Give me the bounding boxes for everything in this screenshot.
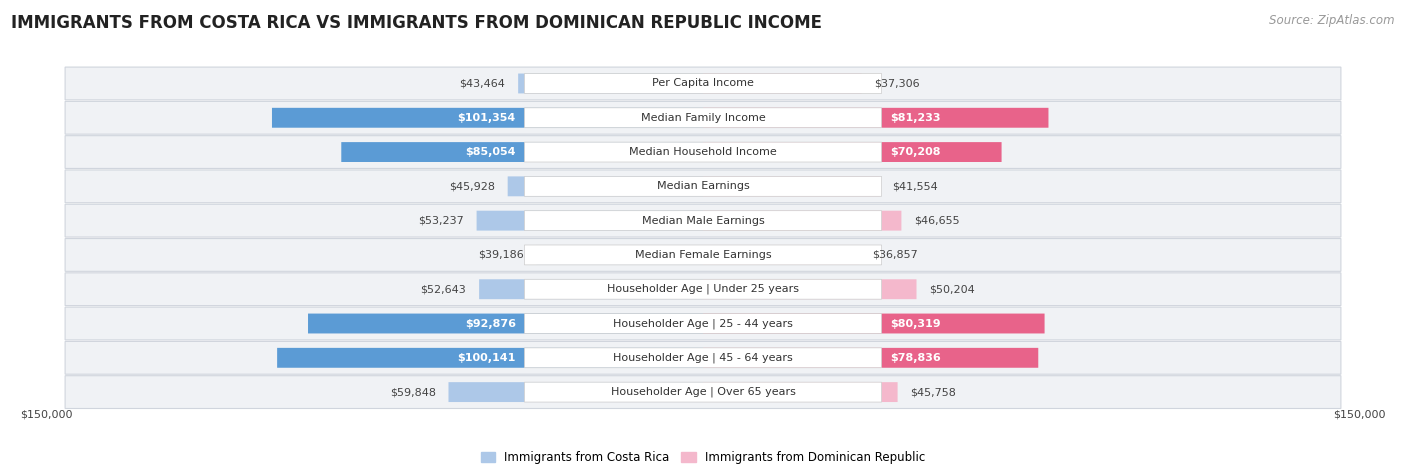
Text: $81,233: $81,233 [890, 113, 941, 123]
FancyBboxPatch shape [703, 245, 859, 265]
FancyBboxPatch shape [342, 142, 703, 162]
Text: $100,141: $100,141 [457, 353, 516, 363]
FancyBboxPatch shape [479, 279, 703, 299]
Text: Median Female Earnings: Median Female Earnings [634, 250, 772, 260]
Text: $45,758: $45,758 [910, 387, 956, 397]
FancyBboxPatch shape [271, 108, 703, 127]
FancyBboxPatch shape [65, 376, 1341, 409]
Text: Median Earnings: Median Earnings [657, 181, 749, 191]
FancyBboxPatch shape [477, 211, 703, 231]
FancyBboxPatch shape [703, 382, 897, 402]
Text: $101,354: $101,354 [457, 113, 516, 123]
Text: $150,000: $150,000 [1333, 410, 1385, 420]
FancyBboxPatch shape [65, 341, 1341, 374]
Text: Householder Age | Over 65 years: Householder Age | Over 65 years [610, 387, 796, 397]
FancyBboxPatch shape [524, 108, 882, 127]
Text: Per Capita Income: Per Capita Income [652, 78, 754, 88]
Text: $53,237: $53,237 [418, 216, 464, 226]
FancyBboxPatch shape [65, 101, 1341, 134]
Text: $50,204: $50,204 [929, 284, 974, 294]
FancyBboxPatch shape [524, 245, 882, 265]
FancyBboxPatch shape [277, 348, 703, 368]
Text: $85,054: $85,054 [465, 147, 516, 157]
Legend: Immigrants from Costa Rica, Immigrants from Dominican Republic: Immigrants from Costa Rica, Immigrants f… [477, 446, 929, 467]
Text: $37,306: $37,306 [875, 78, 920, 88]
FancyBboxPatch shape [65, 67, 1341, 100]
FancyBboxPatch shape [524, 177, 882, 196]
FancyBboxPatch shape [703, 279, 917, 299]
Text: Median Family Income: Median Family Income [641, 113, 765, 123]
Text: Householder Age | 45 - 64 years: Householder Age | 45 - 64 years [613, 353, 793, 363]
FancyBboxPatch shape [65, 204, 1341, 237]
FancyBboxPatch shape [524, 73, 882, 93]
FancyBboxPatch shape [524, 279, 882, 299]
Text: $39,186: $39,186 [478, 250, 523, 260]
FancyBboxPatch shape [703, 73, 862, 93]
FancyBboxPatch shape [449, 382, 703, 402]
FancyBboxPatch shape [524, 348, 882, 368]
FancyBboxPatch shape [536, 245, 703, 265]
Text: $45,928: $45,928 [449, 181, 495, 191]
FancyBboxPatch shape [703, 348, 1038, 368]
Text: $59,848: $59,848 [389, 387, 436, 397]
FancyBboxPatch shape [703, 142, 1001, 162]
Text: $41,554: $41,554 [893, 181, 938, 191]
FancyBboxPatch shape [703, 108, 1049, 127]
FancyBboxPatch shape [519, 73, 703, 93]
FancyBboxPatch shape [65, 307, 1341, 340]
Text: $43,464: $43,464 [460, 78, 505, 88]
Text: $80,319: $80,319 [890, 318, 941, 328]
FancyBboxPatch shape [508, 177, 703, 196]
FancyBboxPatch shape [65, 136, 1341, 169]
FancyBboxPatch shape [524, 142, 882, 162]
FancyBboxPatch shape [524, 211, 882, 231]
FancyBboxPatch shape [703, 313, 1045, 333]
Text: $78,836: $78,836 [890, 353, 941, 363]
FancyBboxPatch shape [65, 170, 1341, 203]
FancyBboxPatch shape [703, 211, 901, 231]
FancyBboxPatch shape [308, 313, 703, 333]
Text: Median Household Income: Median Household Income [628, 147, 778, 157]
Text: $92,876: $92,876 [465, 318, 516, 328]
FancyBboxPatch shape [524, 313, 882, 333]
Text: Source: ZipAtlas.com: Source: ZipAtlas.com [1270, 14, 1395, 27]
Text: $70,208: $70,208 [890, 147, 941, 157]
FancyBboxPatch shape [524, 382, 882, 402]
FancyBboxPatch shape [65, 239, 1341, 271]
FancyBboxPatch shape [65, 273, 1341, 305]
Text: IMMIGRANTS FROM COSTA RICA VS IMMIGRANTS FROM DOMINICAN REPUBLIC INCOME: IMMIGRANTS FROM COSTA RICA VS IMMIGRANTS… [11, 14, 823, 32]
Text: $52,643: $52,643 [420, 284, 467, 294]
Text: Median Male Earnings: Median Male Earnings [641, 216, 765, 226]
Text: Householder Age | Under 25 years: Householder Age | Under 25 years [607, 284, 799, 295]
FancyBboxPatch shape [703, 177, 880, 196]
Text: Householder Age | 25 - 44 years: Householder Age | 25 - 44 years [613, 318, 793, 329]
Text: $36,857: $36,857 [873, 250, 918, 260]
Text: $150,000: $150,000 [21, 410, 73, 420]
Text: $46,655: $46,655 [914, 216, 960, 226]
